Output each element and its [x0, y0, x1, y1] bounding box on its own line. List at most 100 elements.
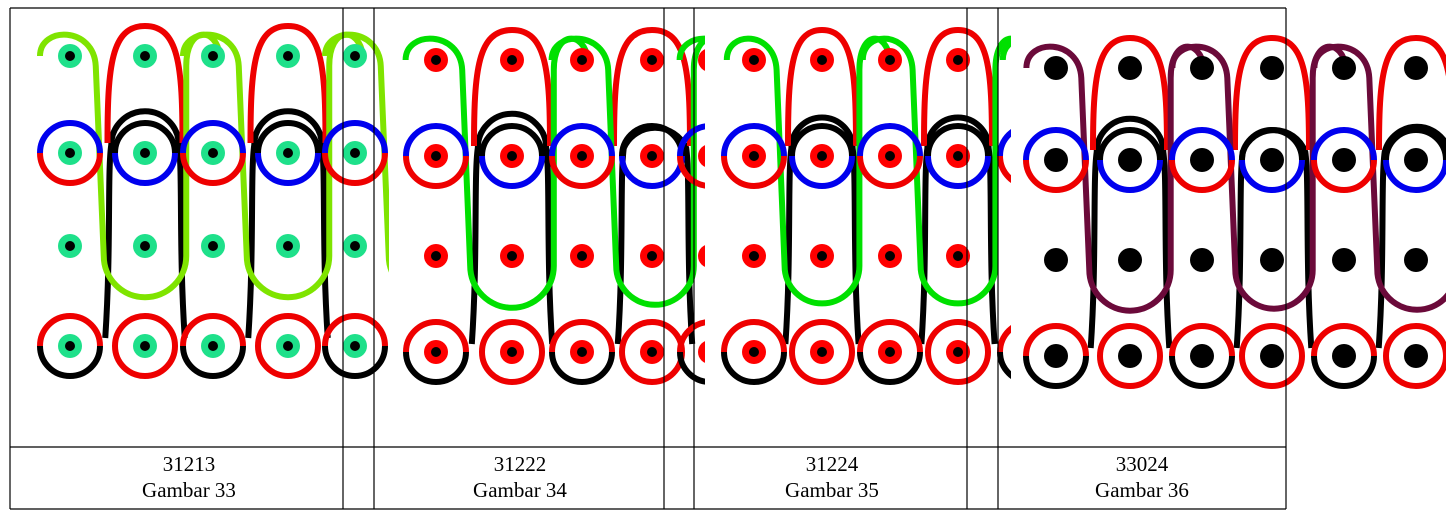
ring-top-arc	[721, 123, 787, 157]
needle-dot-core	[1051, 155, 1061, 165]
needle-dot-core	[817, 347, 827, 357]
needle-dot-core	[65, 51, 75, 61]
ring-top-arc	[322, 313, 388, 347]
ring-bottom-arc	[112, 345, 178, 379]
needle-dot-core	[140, 341, 150, 351]
needle-dot-core	[1197, 351, 1207, 361]
ring-bottom-arc	[997, 155, 1011, 183]
red-loop	[921, 26, 995, 147]
panel-3-label: Gambar 35	[785, 478, 879, 502]
ring-bottom-arc	[322, 345, 388, 379]
needle-dot-core	[1051, 351, 1061, 361]
ring-top-arc	[1383, 323, 1446, 357]
ring-bottom-arc	[789, 351, 855, 385]
caption-panel-3: 31224 Gambar 35	[712, 451, 952, 503]
ring-bottom-arc	[37, 345, 103, 379]
panel-4-diagram	[1023, 34, 1446, 389]
needle-dot-core	[431, 151, 441, 161]
ring-top-arc	[1311, 127, 1377, 161]
needle-dot-core	[350, 241, 360, 251]
needle-dot-core	[507, 347, 517, 357]
ring-bottom-arc	[1311, 355, 1377, 389]
ring-top-arc	[1239, 323, 1305, 357]
panel-2-code: 31222	[493, 452, 547, 476]
needle-dot-core	[1051, 255, 1061, 265]
caption-panel-4: 33024 Gambar 36	[1022, 451, 1262, 503]
needle-dot-core	[65, 341, 75, 351]
black-loop	[782, 114, 862, 345]
needle-dot-core	[350, 341, 360, 351]
ring-bottom-arc	[112, 152, 178, 186]
red-loop	[104, 22, 186, 144]
needle-dot-ring	[1018, 244, 1042, 268]
ring-bottom-arc	[677, 351, 705, 385]
ring-top-arc	[255, 120, 321, 154]
ring-top-arc	[789, 123, 855, 157]
ring-bottom-arc	[1239, 355, 1305, 389]
needle-dot-core	[208, 148, 218, 158]
needle-dot-ring	[698, 341, 705, 363]
needle-dot-core	[577, 55, 587, 65]
red-loop	[471, 26, 553, 147]
needle-dot-ring	[698, 245, 705, 267]
ring-top-arc	[1169, 127, 1235, 161]
ring-bottom-arc	[1169, 355, 1235, 389]
needle-dot-core	[1411, 255, 1421, 265]
ring-bottom-arc	[255, 152, 321, 186]
ring-bottom-arc	[1097, 159, 1163, 193]
ring-top-arc	[997, 325, 1011, 353]
ring-bottom-arc	[721, 155, 787, 189]
ring-top-arc	[322, 120, 388, 154]
ring-bottom-arc	[403, 155, 469, 189]
panel-3-code: 31224	[805, 452, 859, 476]
ring-top-arc	[1023, 323, 1089, 357]
ring-bottom-arc	[721, 351, 787, 385]
needle-dot-core	[749, 251, 759, 261]
sinker-loop	[859, 35, 1011, 307]
ring-bottom-arc	[1169, 159, 1235, 193]
needle-dot-core	[1411, 63, 1421, 73]
needle-dot-core	[1125, 351, 1135, 361]
caption-panel-1: 31213 Gambar 33	[69, 451, 309, 503]
needle-dot-core	[705, 251, 715, 261]
ring-top-arc	[997, 129, 1011, 157]
panel-2-label: Gambar 34	[473, 478, 567, 502]
ring-bottom-arc	[1383, 355, 1446, 389]
sinker-loop	[37, 31, 223, 301]
needle-dot-core	[577, 251, 587, 261]
ring-top-arc	[549, 319, 615, 353]
needle-dot-core	[350, 51, 360, 61]
ring-top-arc	[403, 123, 469, 157]
needle-dot-core	[507, 251, 517, 261]
needle-dot-core	[1339, 255, 1349, 265]
panel-1-label: Gambar 33	[142, 478, 236, 502]
needle-dot-core	[705, 151, 715, 161]
ring-bottom-arc	[789, 155, 855, 189]
ring-top-arc	[112, 120, 178, 154]
ring-bottom-arc	[1097, 355, 1163, 389]
needle-dot-core	[507, 151, 517, 161]
ring-bottom-arc	[1311, 159, 1377, 193]
needle-dot-core	[1051, 63, 1061, 73]
ring-top-arc	[677, 123, 705, 157]
needle-dot-core	[350, 148, 360, 158]
needle-dot-core	[1197, 155, 1207, 165]
needle-dot-core	[647, 251, 657, 261]
ring-top-arc	[37, 313, 103, 347]
needle-dot-core	[65, 241, 75, 251]
ring-bottom-arc	[322, 152, 388, 186]
needle-dot-core	[953, 251, 963, 261]
ring-top-arc	[403, 319, 469, 353]
needle-dot-core	[577, 347, 587, 357]
panel-2-diagram	[402, 26, 715, 385]
needle-dot-core	[208, 241, 218, 251]
needle-dot-core	[431, 347, 441, 357]
ring-bottom-arc	[403, 351, 469, 385]
black-loop	[245, 108, 331, 339]
needle-dot-core	[705, 347, 715, 357]
ring-top-arc	[255, 313, 321, 347]
needle-dot-core	[1339, 351, 1349, 361]
red-loop	[1376, 34, 1446, 151]
needle-dot-core	[749, 347, 759, 357]
ring-top-arc	[789, 319, 855, 353]
